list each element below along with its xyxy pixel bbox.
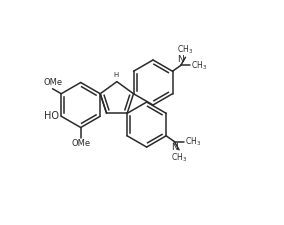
Text: OMe: OMe <box>43 78 62 87</box>
Text: CH$_3$: CH$_3$ <box>185 135 201 148</box>
Text: CH$_3$: CH$_3$ <box>178 43 193 56</box>
Text: CH$_3$: CH$_3$ <box>171 151 187 164</box>
Text: H: H <box>113 72 118 78</box>
Text: OMe: OMe <box>71 139 90 148</box>
Text: N: N <box>177 56 184 65</box>
Text: CH$_3$: CH$_3$ <box>191 59 208 72</box>
Text: N: N <box>171 143 178 152</box>
Text: HO: HO <box>44 111 59 121</box>
